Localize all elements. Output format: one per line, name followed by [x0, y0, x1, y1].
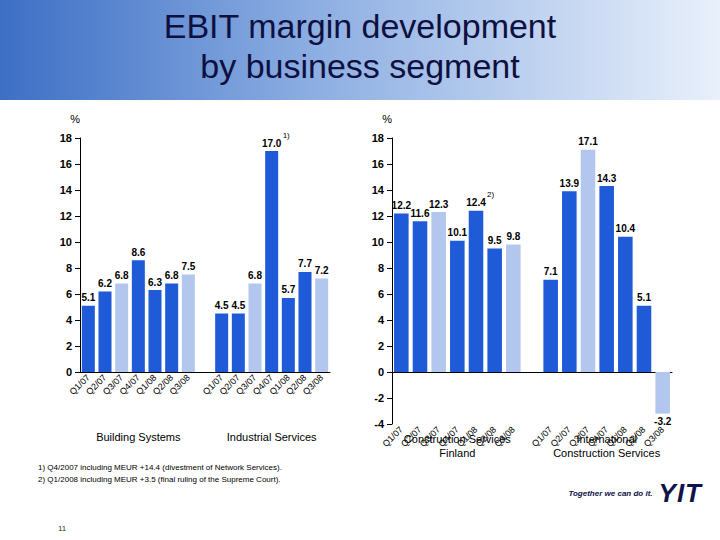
svg-text:0: 0	[378, 366, 384, 378]
svg-text:Q3/07: Q3/07	[100, 372, 126, 397]
svg-text:Q1/07: Q1/07	[529, 424, 555, 449]
html-text:Together we can do it.: Together we can do it.	[568, 489, 653, 498]
svg-text:6.8: 6.8	[115, 270, 129, 281]
svg-text:5.7: 5.7	[281, 284, 295, 295]
svg-text:8: 8	[66, 262, 72, 274]
svg-text:14: 14	[372, 184, 385, 196]
svg-text:6.8: 6.8	[248, 270, 262, 281]
svg-text:Q3/08: Q3/08	[301, 372, 325, 396]
svg-text:10: 10	[372, 236, 384, 248]
svg-text:-3.2: -3.2	[654, 416, 672, 427]
svg-text:6.8: 6.8	[165, 270, 179, 281]
svg-text:8.6: 8.6	[131, 247, 145, 258]
svg-text:2: 2	[378, 340, 384, 352]
svg-text:Industrial Services: Industrial Services	[227, 431, 317, 443]
svg-text:Q4/07: Q4/07	[117, 372, 142, 397]
svg-text:Q3/07: Q3/07	[234, 372, 259, 397]
svg-text:5.1: 5.1	[637, 292, 651, 303]
svg-text:1): 1)	[283, 131, 290, 140]
svg-text:5.1: 5.1	[81, 292, 95, 303]
svg-text:12.4: 12.4	[466, 197, 486, 208]
svg-text:12.2: 12.2	[392, 200, 412, 211]
svg-text:Q3/07: Q3/07	[567, 424, 592, 449]
svg-text:4: 4	[378, 314, 385, 326]
svg-text:Q3/08: Q3/08	[167, 372, 191, 396]
svg-text:Q4/07: Q4/07	[250, 372, 276, 397]
svg-text:4.5: 4.5	[215, 300, 229, 311]
svg-text:12.3: 12.3	[429, 199, 449, 210]
svg-text:10: 10	[60, 236, 72, 248]
svg-text:4.5: 4.5	[231, 300, 245, 311]
svg-text:7.1: 7.1	[544, 266, 558, 277]
svg-text:6: 6	[378, 288, 384, 300]
svg-text:Building Systems: Building Systems	[96, 431, 181, 443]
svg-text:Q4/07: Q4/07	[585, 424, 611, 449]
svg-text:6.2: 6.2	[98, 278, 112, 289]
svg-text:Q2/07: Q2/07	[399, 424, 424, 449]
svg-text:Q3/08: Q3/08	[492, 424, 516, 448]
svg-text:6: 6	[66, 288, 72, 300]
svg-text:Q2/07: Q2/07	[84, 372, 109, 397]
svg-text:12: 12	[372, 210, 384, 222]
svg-text:Q1/07: Q1/07	[200, 372, 226, 397]
svg-text:16: 16	[60, 158, 72, 170]
svg-text:18: 18	[60, 132, 72, 144]
svg-text:18: 18	[372, 132, 384, 144]
svg-text:10.1: 10.1	[448, 227, 468, 238]
svg-text:Q1/07: Q1/07	[67, 372, 92, 397]
html-text:1) Q4/2007 including MEUR +14.: 1) Q4/2007 including MEUR +14.4 (divestm…	[38, 463, 282, 472]
svg-text:9.8: 9.8	[506, 231, 520, 242]
svg-text:14.3: 14.3	[597, 173, 617, 184]
svg-text:14: 14	[60, 184, 73, 196]
svg-text:11.6: 11.6	[411, 208, 430, 219]
svg-text:2): 2)	[487, 190, 494, 199]
svg-text:17.1: 17.1	[578, 136, 598, 147]
svg-text:Q2/08: Q2/08	[623, 424, 648, 449]
svg-text:Q2/08: Q2/08	[150, 372, 176, 397]
svg-text:6.3: 6.3	[148, 277, 162, 288]
svg-text:Q4/07: Q4/07	[436, 424, 461, 449]
svg-text:4: 4	[66, 314, 73, 326]
svg-text:%: %	[70, 113, 80, 125]
svg-text:Q2/07: Q2/07	[217, 372, 242, 397]
svg-text:Q2/08: Q2/08	[473, 424, 499, 449]
svg-text:2: 2	[66, 340, 72, 352]
svg-text:-2: -2	[374, 392, 384, 404]
svg-text:17.0: 17.0	[262, 138, 282, 149]
svg-text:0: 0	[66, 366, 72, 378]
html-text:EBIT margin development by bus: EBIT margin development by business segm…	[163, 7, 557, 85]
svg-text:16: 16	[372, 158, 384, 170]
svg-text:7.2: 7.2	[315, 265, 329, 276]
html-text:YIT: YIT	[658, 478, 702, 508]
svg-text:Q1/08: Q1/08	[604, 424, 629, 449]
svg-text:Q1/08: Q1/08	[455, 424, 480, 449]
svg-text:Q1/07: Q1/07	[380, 424, 405, 449]
svg-text:13.9: 13.9	[560, 178, 580, 189]
html-text:2) Q1/2008 including MEUR +3.5: 2) Q1/2008 including MEUR +3.5 (final ru…	[38, 475, 281, 484]
svg-text:10.4: 10.4	[616, 223, 636, 234]
svg-text:Q1/08: Q1/08	[267, 372, 292, 397]
svg-text:Q3/07: Q3/07	[417, 424, 443, 449]
svg-text:7.7: 7.7	[298, 258, 312, 269]
svg-text:-4: -4	[374, 418, 385, 430]
svg-text:Q2/08: Q2/08	[284, 372, 309, 397]
html-text:11: 11	[58, 524, 67, 533]
svg-text:%: %	[382, 113, 392, 125]
svg-text:8: 8	[378, 262, 384, 274]
svg-text:Q2/07: Q2/07	[548, 424, 573, 449]
svg-text:Q3/08: Q3/08	[642, 424, 666, 448]
svg-text:Construction Services: Construction Services	[553, 447, 660, 459]
svg-text:12: 12	[60, 210, 72, 222]
svg-text:Q1/08: Q1/08	[134, 372, 159, 397]
svg-text:Finland: Finland	[439, 447, 475, 459]
svg-text:9.5: 9.5	[488, 235, 502, 246]
svg-text:7.5: 7.5	[181, 261, 195, 272]
